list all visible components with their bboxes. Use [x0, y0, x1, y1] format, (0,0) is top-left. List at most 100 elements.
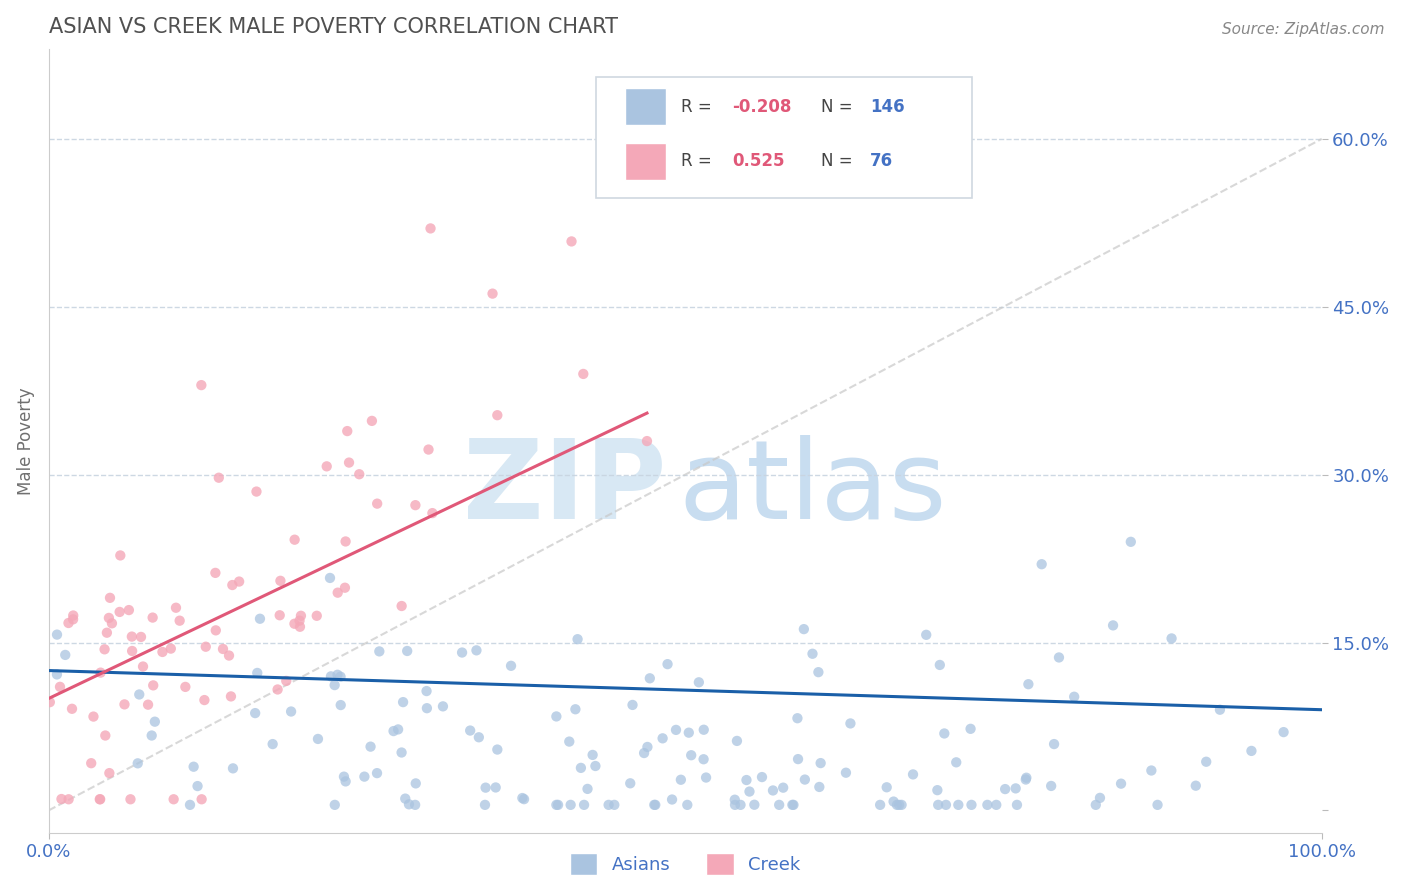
Point	[486, 742, 509, 756]
Point	[136, 698, 159, 712]
Point	[336, 424, 359, 438]
Legend: Asians, Creek: Asians, Creek	[562, 847, 807, 882]
Point	[915, 628, 938, 642]
Point	[284, 533, 307, 547]
Point	[392, 695, 415, 709]
Point	[889, 797, 911, 812]
Point	[465, 643, 488, 657]
Point	[329, 670, 352, 684]
Point	[405, 776, 427, 790]
Point	[121, 630, 143, 644]
Point	[422, 506, 444, 520]
Point	[283, 616, 305, 631]
Point	[678, 725, 700, 739]
Point	[353, 770, 375, 784]
Point	[90, 665, 112, 680]
Point	[1043, 737, 1066, 751]
Point	[89, 792, 111, 806]
Point	[212, 642, 235, 657]
Point	[735, 772, 758, 787]
Point	[190, 378, 212, 392]
Point	[744, 797, 766, 812]
Text: 76: 76	[870, 153, 893, 170]
Point	[1184, 779, 1206, 793]
Y-axis label: Male Poverty: Male Poverty	[17, 387, 35, 495]
Point	[603, 797, 626, 812]
Point	[935, 797, 957, 812]
Point	[305, 608, 328, 623]
Point	[82, 709, 104, 723]
Point	[1047, 650, 1070, 665]
Point	[1031, 558, 1053, 572]
Point	[108, 605, 131, 619]
Point	[1240, 744, 1263, 758]
Point	[810, 756, 832, 770]
Point	[787, 752, 810, 766]
Point	[468, 731, 491, 745]
Point	[636, 434, 658, 448]
Point	[948, 797, 970, 812]
Point	[451, 646, 474, 660]
Point	[808, 780, 831, 794]
Point	[368, 644, 391, 658]
Point	[249, 612, 271, 626]
Point	[807, 665, 830, 680]
Point	[246, 665, 269, 680]
Point	[333, 581, 356, 595]
Point	[120, 792, 142, 806]
Point	[208, 471, 231, 485]
Point	[419, 221, 441, 235]
Point	[546, 797, 568, 812]
Point	[1005, 797, 1028, 812]
FancyBboxPatch shape	[596, 77, 972, 198]
Point	[51, 792, 73, 806]
Point	[89, 792, 111, 806]
Point	[62, 612, 84, 626]
Point	[127, 756, 149, 771]
Point	[499, 658, 522, 673]
Point	[329, 698, 352, 712]
Point	[326, 667, 349, 681]
Point	[190, 792, 212, 806]
Point	[693, 723, 716, 737]
Point	[1195, 755, 1218, 769]
Point	[876, 780, 898, 795]
Point	[730, 797, 752, 812]
Point	[46, 627, 69, 641]
Point	[60, 702, 83, 716]
Point	[128, 688, 150, 702]
Point	[58, 792, 80, 806]
Point	[883, 795, 905, 809]
Point	[360, 739, 382, 754]
Point	[458, 723, 481, 738]
Point	[58, 615, 80, 630]
Point	[688, 675, 710, 690]
Point	[307, 731, 329, 746]
Point	[45, 667, 67, 681]
Point	[319, 669, 342, 683]
Point	[391, 599, 413, 613]
Point	[288, 620, 311, 634]
Point	[886, 797, 908, 812]
Point	[142, 610, 165, 624]
Point	[193, 693, 215, 707]
Point	[474, 797, 496, 812]
Point	[361, 414, 384, 428]
Point	[280, 705, 302, 719]
Point	[576, 781, 599, 796]
Point	[98, 591, 121, 605]
Point	[323, 678, 346, 692]
Text: R =: R =	[682, 153, 717, 170]
Point	[394, 791, 416, 805]
Point	[94, 729, 117, 743]
Point	[129, 630, 152, 644]
Point	[782, 797, 804, 812]
Point	[512, 791, 534, 805]
Point	[558, 734, 581, 748]
FancyBboxPatch shape	[626, 87, 666, 126]
Point	[96, 625, 118, 640]
Point	[404, 498, 426, 512]
Point	[681, 748, 703, 763]
Point	[724, 797, 747, 812]
Text: ASIAN VS CREEK MALE POVERTY CORRELATION CHART: ASIAN VS CREEK MALE POVERTY CORRELATION …	[49, 17, 617, 37]
